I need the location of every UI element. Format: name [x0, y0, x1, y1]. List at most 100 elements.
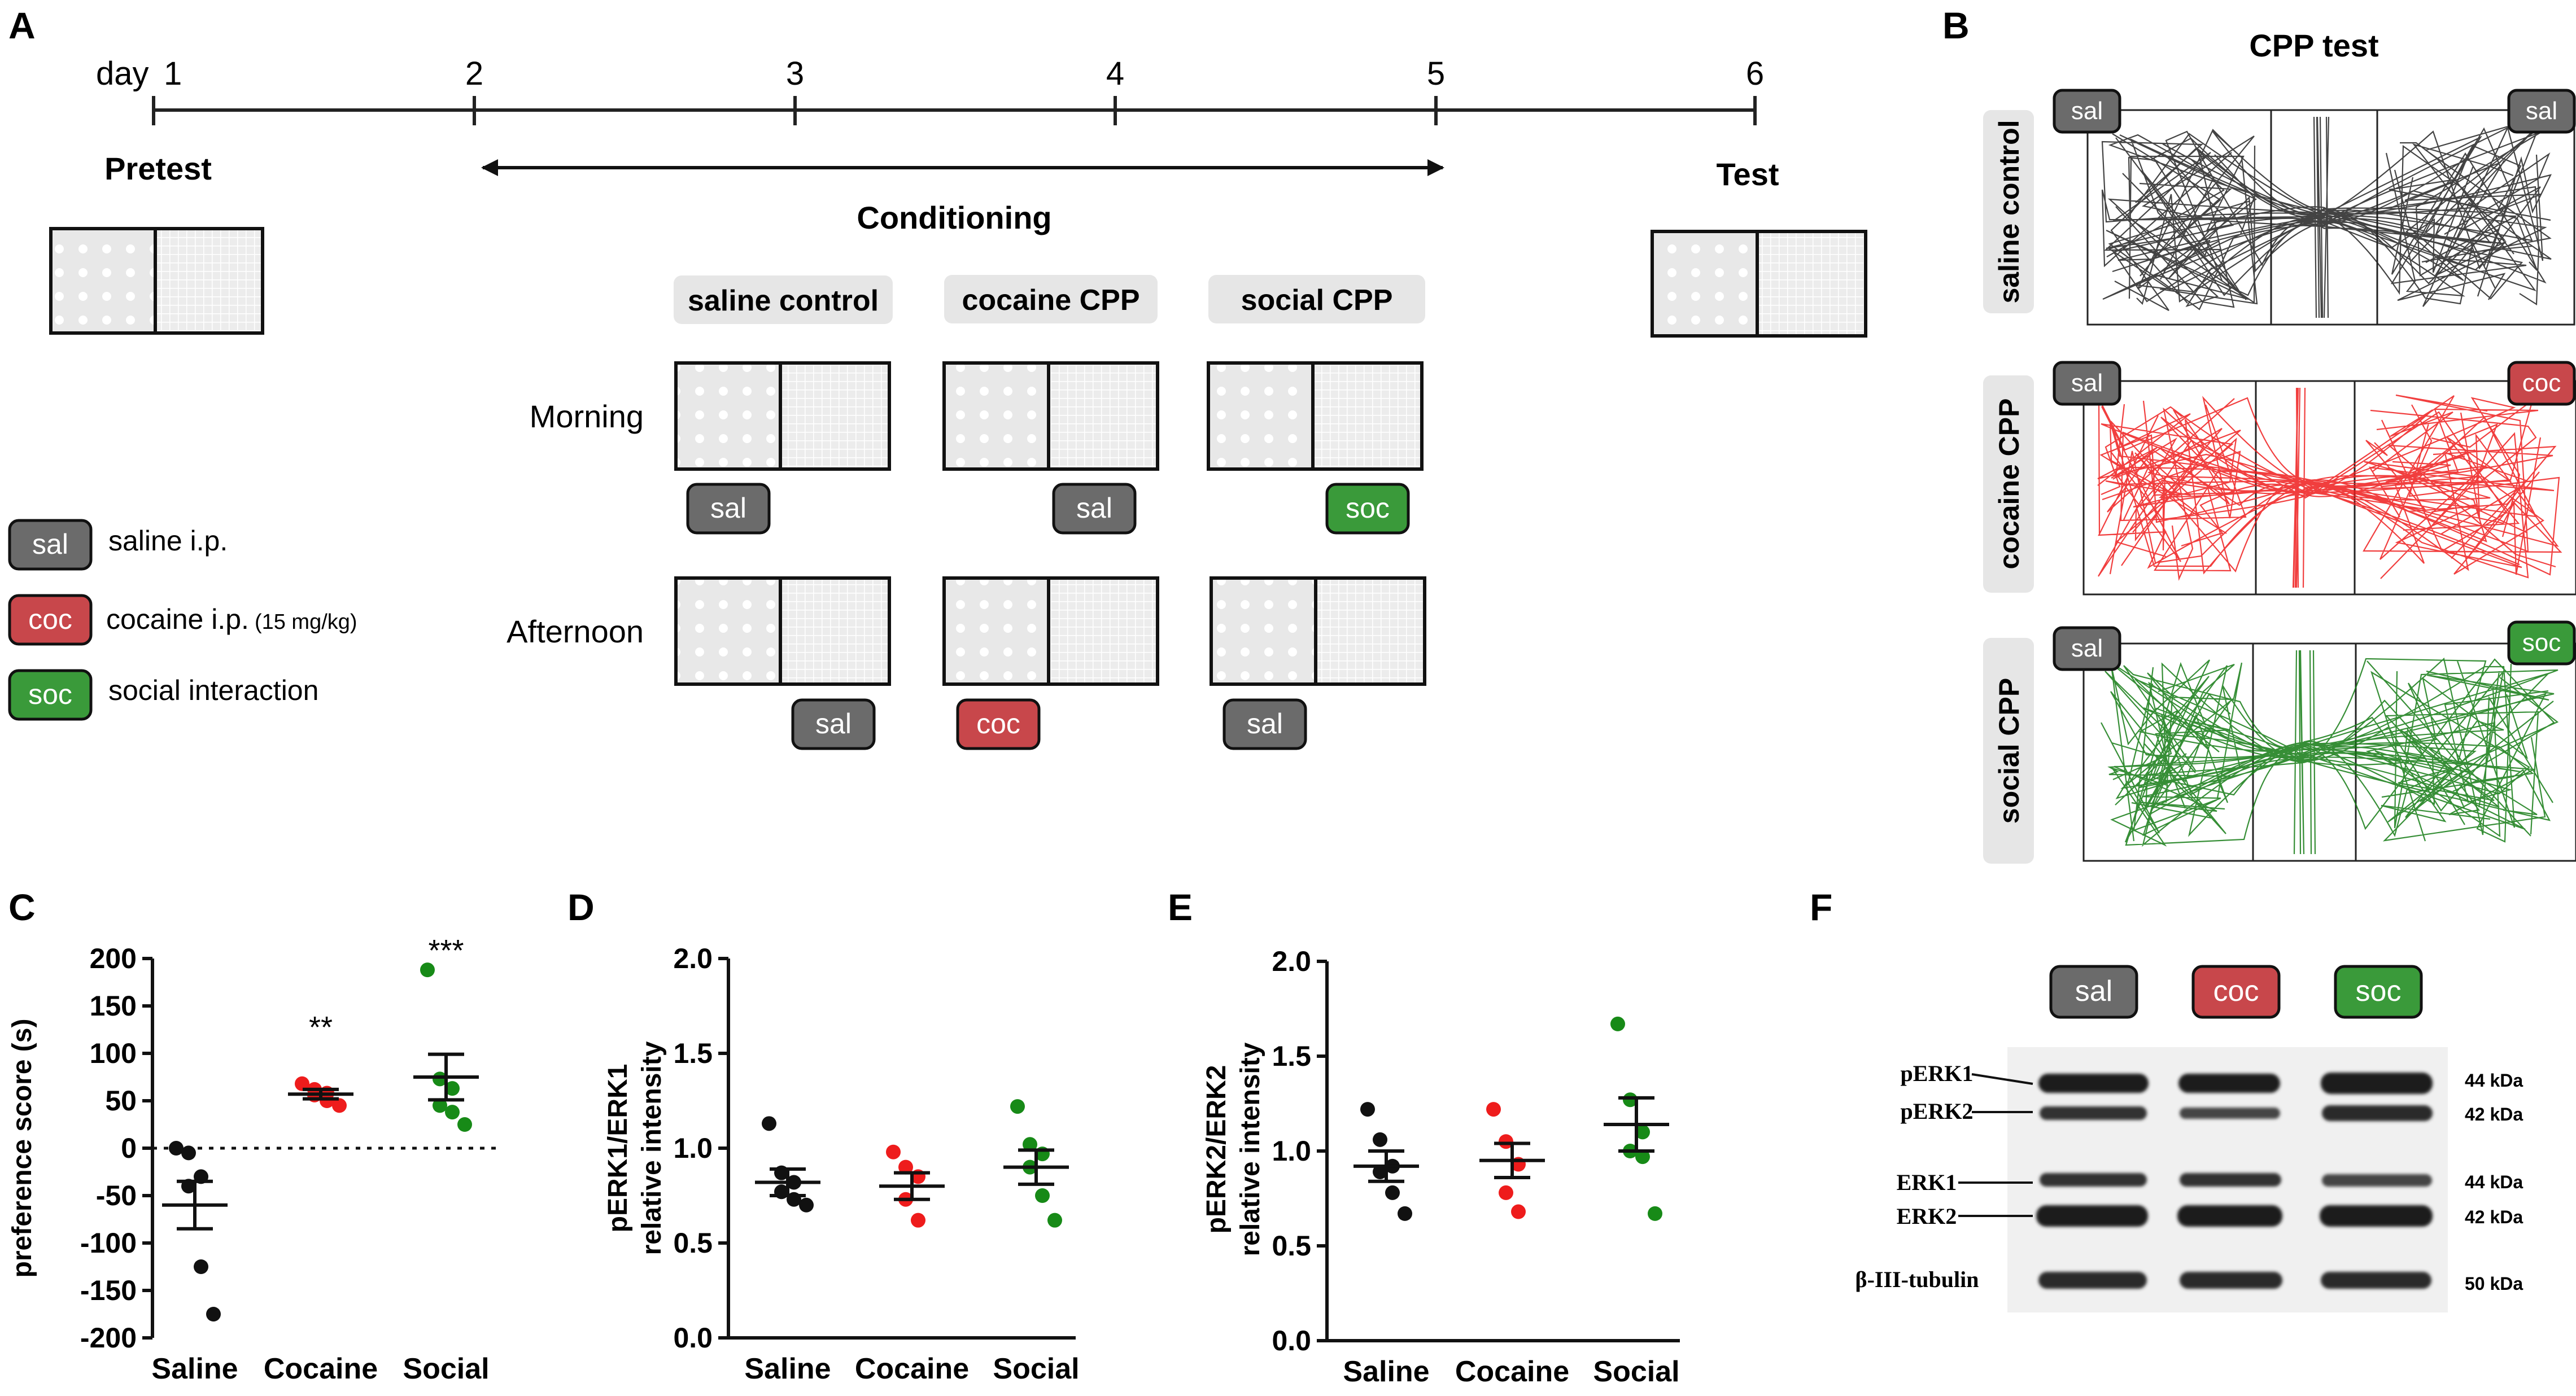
svg-text:soc: soc: [28, 679, 72, 710]
tag-afternoon-social: sal: [1222, 698, 1307, 750]
day-3: 3: [786, 55, 804, 92]
x-tick-label: Saline: [744, 1353, 831, 1385]
svg-text:coc: coc: [976, 708, 1020, 739]
svg-text:sal: sal: [2526, 97, 2557, 125]
conditioning-box: [942, 576, 1159, 686]
tag-morning-social: soc: [1325, 483, 1410, 535]
svg-text:sal: sal: [32, 528, 68, 560]
data-point: [1486, 1102, 1501, 1117]
group-header-social: social CPP: [1241, 284, 1393, 317]
x-tick-label: Saline: [1343, 1355, 1429, 1388]
cpp-test-title: CPP test: [2249, 28, 2378, 63]
day-1: 1: [164, 55, 182, 92]
wb-tag-coc: coc: [2191, 965, 2281, 1019]
svg-text:coc: coc: [2522, 369, 2561, 397]
conditioning-box: [1207, 361, 1424, 471]
y-axis-label: pERK2/ERK2: [1202, 1065, 1232, 1234]
data-point: [1635, 1149, 1650, 1165]
y-tick-label: -200: [80, 1322, 137, 1354]
cpp-arena: [2086, 109, 2575, 326]
day-6: 6: [1746, 55, 1764, 92]
legend-sal-swatch: [8, 519, 93, 571]
svg-text:sal: sal: [2071, 369, 2103, 397]
y-tick-label: 2.0: [1272, 946, 1311, 977]
test-box: [1651, 230, 1867, 338]
significance-marker: ***: [428, 934, 464, 968]
data-point: [898, 1159, 913, 1175]
panel-label-f: F: [1810, 886, 1832, 928]
y-axis-label: relative intensity: [637, 1041, 667, 1255]
panel-label-a: A: [8, 5, 36, 46]
panel-label-d: D: [567, 886, 595, 928]
x-tick-label: Cocaine: [264, 1353, 378, 1385]
cpp-row-label-social: social CPP: [1993, 678, 2025, 824]
data-point: [886, 1144, 901, 1159]
data-point: [1385, 1185, 1400, 1200]
data-point: [799, 1197, 814, 1213]
test-label: Test: [1717, 156, 1779, 192]
wb-label-perk2: pERK2: [1901, 1099, 1974, 1124]
wb-kda-1: 44 kDa: [2465, 1070, 2523, 1091]
conditioning-label: Conditioning: [857, 200, 1051, 235]
chart-c: 200 150 100 50 0 -50 -100 -150 -200 preference sc…: [7, 934, 496, 1385]
y-axis-label: preference score (s): [7, 1019, 37, 1278]
y-tick-label: -150: [80, 1275, 137, 1306]
data-point: [194, 1259, 208, 1274]
legend-coc-swatch: [8, 594, 93, 646]
tag-afternoon-cocaine: coc: [956, 698, 1041, 750]
data-point: [295, 1076, 309, 1091]
x-tick-label: Saline: [151, 1353, 238, 1385]
legend-soc-swatch: [8, 669, 93, 721]
tag-afternoon-saline: sal: [791, 698, 876, 750]
legend-soc-text: social interaction: [108, 675, 318, 706]
svg-text:sal: sal: [710, 492, 746, 524]
panel-label-b: B: [1942, 5, 1970, 46]
wb-label-perk1: pERK1: [1901, 1061, 1974, 1086]
wb-tag-soc: soc: [2334, 965, 2423, 1019]
y-tick-label: -100: [80, 1227, 137, 1259]
data-point: [445, 1105, 460, 1120]
data-point: [206, 1307, 221, 1321]
y-tick-label: 1.0: [673, 1132, 713, 1164]
data-point: [911, 1213, 925, 1228]
x-tick-label: Social: [403, 1353, 489, 1385]
data-point: [1047, 1213, 1062, 1228]
x-tick-label: Cocaine: [855, 1353, 969, 1385]
conditioning-box: [674, 361, 891, 471]
wb-label-erk2: ERK2: [1897, 1204, 1957, 1229]
x-tick-label: Social: [993, 1353, 1079, 1385]
data-point: [1373, 1164, 1387, 1179]
conditioning-box: [942, 361, 1159, 471]
cpp-arena: [2082, 642, 2576, 862]
wb-kda-5: 50 kDa: [2465, 1274, 2523, 1294]
data-point: [320, 1093, 334, 1108]
svg-text:coc: coc: [2213, 975, 2259, 1008]
svg-text:soc: soc: [2522, 629, 2561, 657]
cpp-tag-social-left: sal: [2053, 626, 2121, 671]
cpp-tag-cocaine-left: sal: [2053, 361, 2121, 406]
pretest-label: Pretest: [104, 151, 212, 186]
x-tick-label: Cocaine: [1455, 1355, 1569, 1388]
data-point: [1023, 1137, 1037, 1152]
wb-label-tubulin: β-III-tubulin: [1855, 1267, 1979, 1292]
data-point: [1373, 1132, 1387, 1147]
session-afternoon: Afternoon: [507, 614, 644, 649]
legend-coc-text: cocaine i.p. (15 mg/kg): [106, 603, 357, 635]
data-point: [1010, 1099, 1025, 1114]
data-point: [332, 1098, 347, 1113]
y-axis-label: relative intensity: [1235, 1042, 1265, 1256]
legend: sal saline i.p. coc cocaine i.p. (15 mg/k…: [8, 519, 357, 721]
data-point: [420, 962, 435, 978]
y-tick-label: 50: [105, 1085, 137, 1117]
wb-label-erk1: ERK1: [1897, 1170, 1957, 1195]
data-point: [1648, 1206, 1662, 1221]
svg-text:sal: sal: [1247, 708, 1283, 739]
y-tick-label: 100: [90, 1038, 137, 1069]
conditioning-box: [674, 576, 891, 686]
y-tick-label: 2.0: [673, 943, 713, 974]
cpp-tag-saline-left: sal: [2053, 89, 2121, 134]
wb-kda-4: 42 kDa: [2465, 1207, 2523, 1227]
cpp-tag-saline-right: sal: [2507, 89, 2576, 134]
cpp-tag-social-right: soc: [2507, 620, 2576, 666]
